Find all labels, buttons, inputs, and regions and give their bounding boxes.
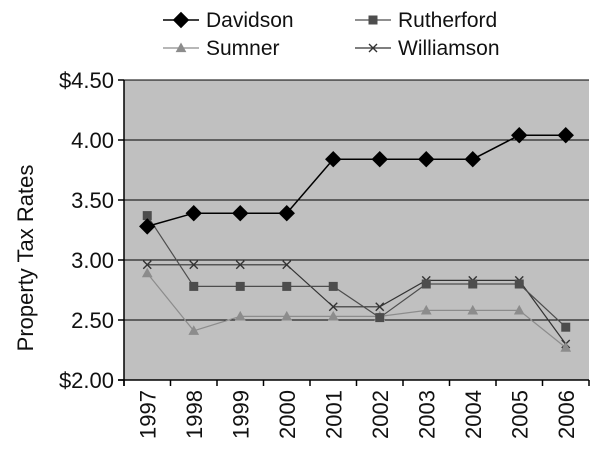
- y-tick-label: 3.50: [71, 188, 114, 213]
- x-tick-label: 2003: [414, 390, 439, 439]
- data-point: [328, 302, 338, 312]
- data-point: [368, 43, 378, 53]
- legend-item-rutherford: Rutherford: [355, 9, 497, 32]
- legend-item-sumner: Sumner: [163, 37, 280, 60]
- series-line: [146, 215, 567, 328]
- legend-label: Williamson: [398, 37, 500, 60]
- data-point: [175, 42, 187, 53]
- axes: [118, 79, 590, 386]
- data-point: [561, 322, 571, 332]
- data-point: [189, 260, 199, 270]
- plot-area: [124, 80, 589, 380]
- data-point: [278, 204, 295, 222]
- y-tick-label: 4.00: [71, 128, 114, 153]
- legend: Davidson Rutherford Sumner Williamson: [163, 9, 500, 60]
- series-line: [147, 264, 567, 345]
- y-tick-label: 3.00: [71, 248, 114, 273]
- data-point: [185, 204, 202, 222]
- x-tick-label: 2005: [507, 390, 532, 439]
- data-point: [328, 281, 338, 291]
- data-point: [189, 281, 199, 291]
- data-point: [235, 260, 245, 270]
- y-tick-label: $4.50: [59, 68, 114, 93]
- series-rutherford: [142, 211, 571, 332]
- x-tick-label: 2000: [275, 390, 300, 439]
- data-point: [467, 304, 479, 315]
- x-tick-label: 2001: [321, 390, 346, 439]
- legend-label: Rutherford: [398, 9, 497, 32]
- x-tick-label: 1999: [228, 390, 253, 439]
- x-tick-label: 1998: [182, 390, 207, 439]
- data-point: [514, 279, 524, 289]
- y-tick-label: 2.50: [71, 308, 114, 333]
- data-point: [281, 310, 293, 321]
- data-point: [327, 310, 339, 321]
- data-point: [141, 267, 153, 278]
- data-point: [139, 218, 156, 235]
- data-point: [142, 260, 152, 270]
- legend-label: Davidson: [206, 9, 294, 32]
- data-point: [420, 304, 432, 315]
- data-point: [375, 313, 385, 323]
- data-point: [468, 279, 478, 289]
- y-tick-labels: $2.00 2.50 3.00 3.50 4.00 $4.50: [59, 68, 114, 393]
- data-point: [418, 150, 435, 168]
- data-point: [464, 150, 481, 168]
- y-tick-label: $2.00: [59, 368, 114, 393]
- data-point: [371, 150, 388, 168]
- x-tick-label: 2006: [554, 390, 579, 439]
- data-point: [282, 260, 292, 270]
- data-point: [172, 11, 190, 29]
- data-point: [234, 310, 246, 321]
- data-point: [235, 281, 245, 291]
- legend-item-davidson: Davidson: [163, 9, 294, 32]
- series-line: [146, 272, 567, 349]
- data-point: [232, 204, 249, 222]
- x-tick-labels: 1997 1998 1999 2000 2001 2002 2003 2004 2005 2006: [135, 390, 579, 439]
- series-line: [147, 134, 566, 228]
- data-point: [560, 342, 572, 352]
- data-point: [557, 126, 574, 144]
- series-layer: [139, 126, 574, 352]
- data-point: [511, 126, 528, 144]
- series-davidson: [139, 126, 574, 235]
- data-point: [188, 325, 200, 335]
- legend-item-williamson: Williamson: [355, 37, 500, 60]
- y-axis-title: Property Tax Rates: [13, 165, 38, 352]
- x-tick-label: 1997: [135, 390, 160, 439]
- legend-label: Sumner: [206, 37, 280, 60]
- data-point: [282, 281, 292, 291]
- data-point: [325, 150, 342, 168]
- data-point: [421, 279, 431, 289]
- data-point: [368, 15, 378, 25]
- data-point: [375, 302, 385, 312]
- x-tick-label: 2004: [461, 390, 486, 439]
- x-tick-label: 2002: [368, 390, 393, 439]
- data-point: [513, 304, 525, 315]
